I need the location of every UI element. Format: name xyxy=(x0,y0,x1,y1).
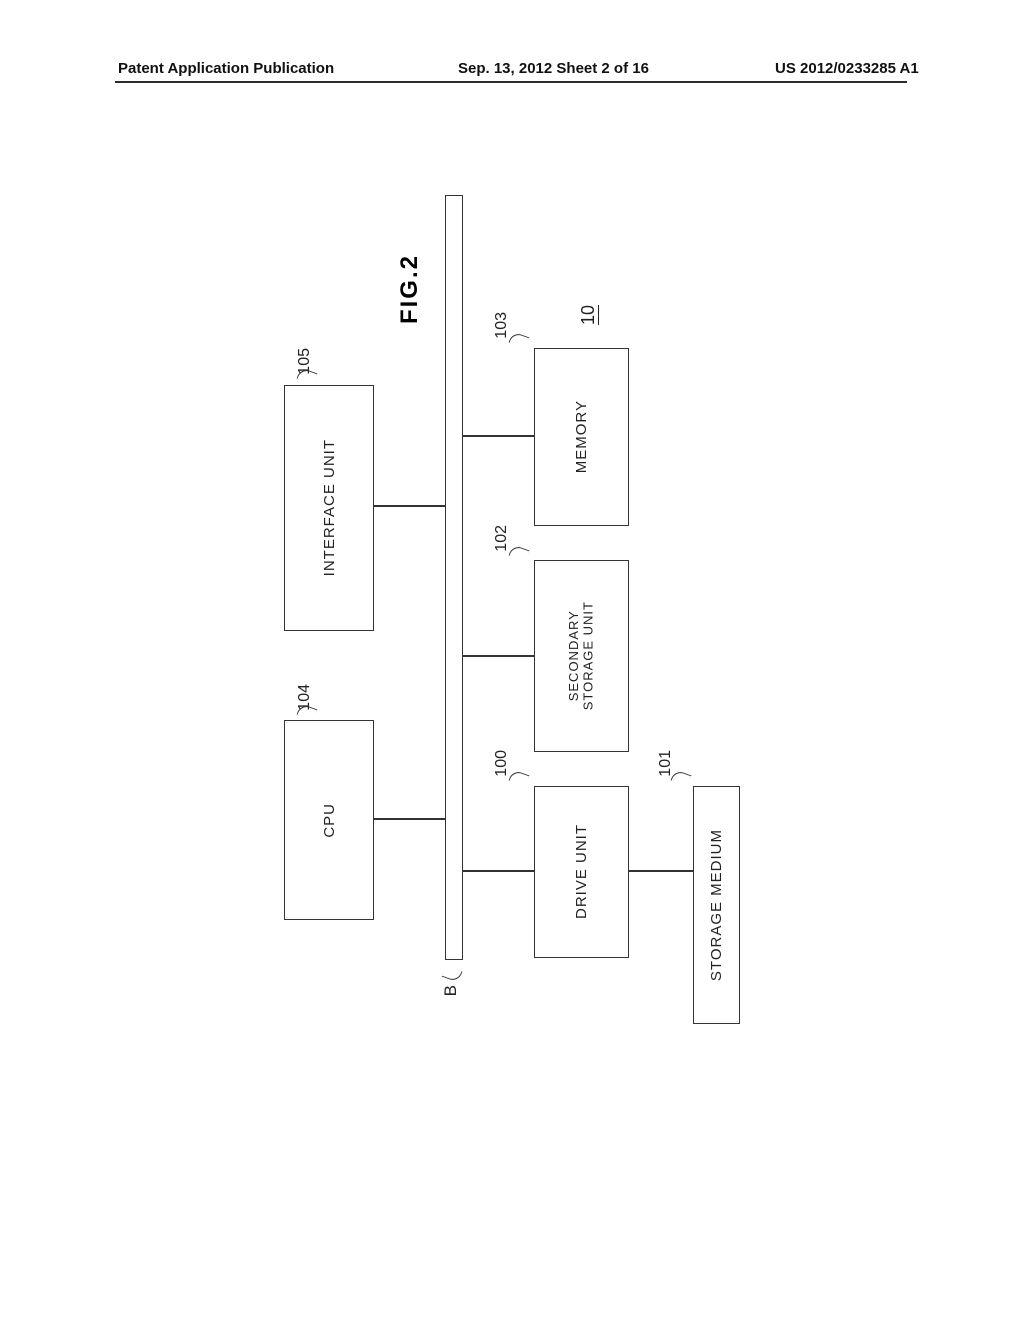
block-drive-label: DRIVE UNIT xyxy=(573,824,590,919)
block-interface-label: INTERFACE UNIT xyxy=(321,439,338,576)
ref-memory: 103 xyxy=(493,312,511,339)
hook-drive xyxy=(508,769,529,786)
stub-interface xyxy=(374,505,445,507)
block-memory-label: MEMORY xyxy=(573,400,590,473)
hook-bus xyxy=(441,965,462,982)
header-center: Sep. 13, 2012 Sheet 2 of 16 xyxy=(458,60,649,77)
page-root: Patent Application Publication Sep. 13, … xyxy=(0,0,1024,1320)
bus xyxy=(445,195,463,960)
block-medium: STORAGE MEDIUM xyxy=(693,786,740,1024)
ref-system: 10 xyxy=(578,305,599,325)
block-interface: INTERFACE UNIT xyxy=(284,385,374,631)
stub-memory xyxy=(463,435,534,437)
stub-secondary xyxy=(463,655,534,657)
stub-medium xyxy=(629,870,693,872)
figure-label: FIG.2 xyxy=(396,254,424,324)
stub-drive xyxy=(463,870,534,872)
block-cpu-label: CPU xyxy=(321,803,338,838)
header-right: US 2012/0233285 A1 xyxy=(775,60,919,77)
block-secondary-label: SECONDARY STORAGE UNIT xyxy=(567,601,596,710)
ref-medium: 101 xyxy=(657,750,675,777)
block-cpu: CPU xyxy=(284,720,374,920)
ref-secondary: 102 xyxy=(493,525,511,552)
block-secondary: SECONDARY STORAGE UNIT xyxy=(534,560,629,752)
ref-drive: 100 xyxy=(493,750,511,777)
block-memory: MEMORY xyxy=(534,348,629,526)
header-left: Patent Application Publication xyxy=(118,60,334,77)
header-rule xyxy=(115,81,907,83)
hook-secondary xyxy=(508,544,529,561)
stub-cpu xyxy=(374,818,445,820)
block-medium-label: STORAGE MEDIUM xyxy=(708,829,725,981)
ref-bus: B xyxy=(441,985,461,996)
block-drive: DRIVE UNIT xyxy=(534,786,629,958)
hook-memory xyxy=(508,331,529,348)
